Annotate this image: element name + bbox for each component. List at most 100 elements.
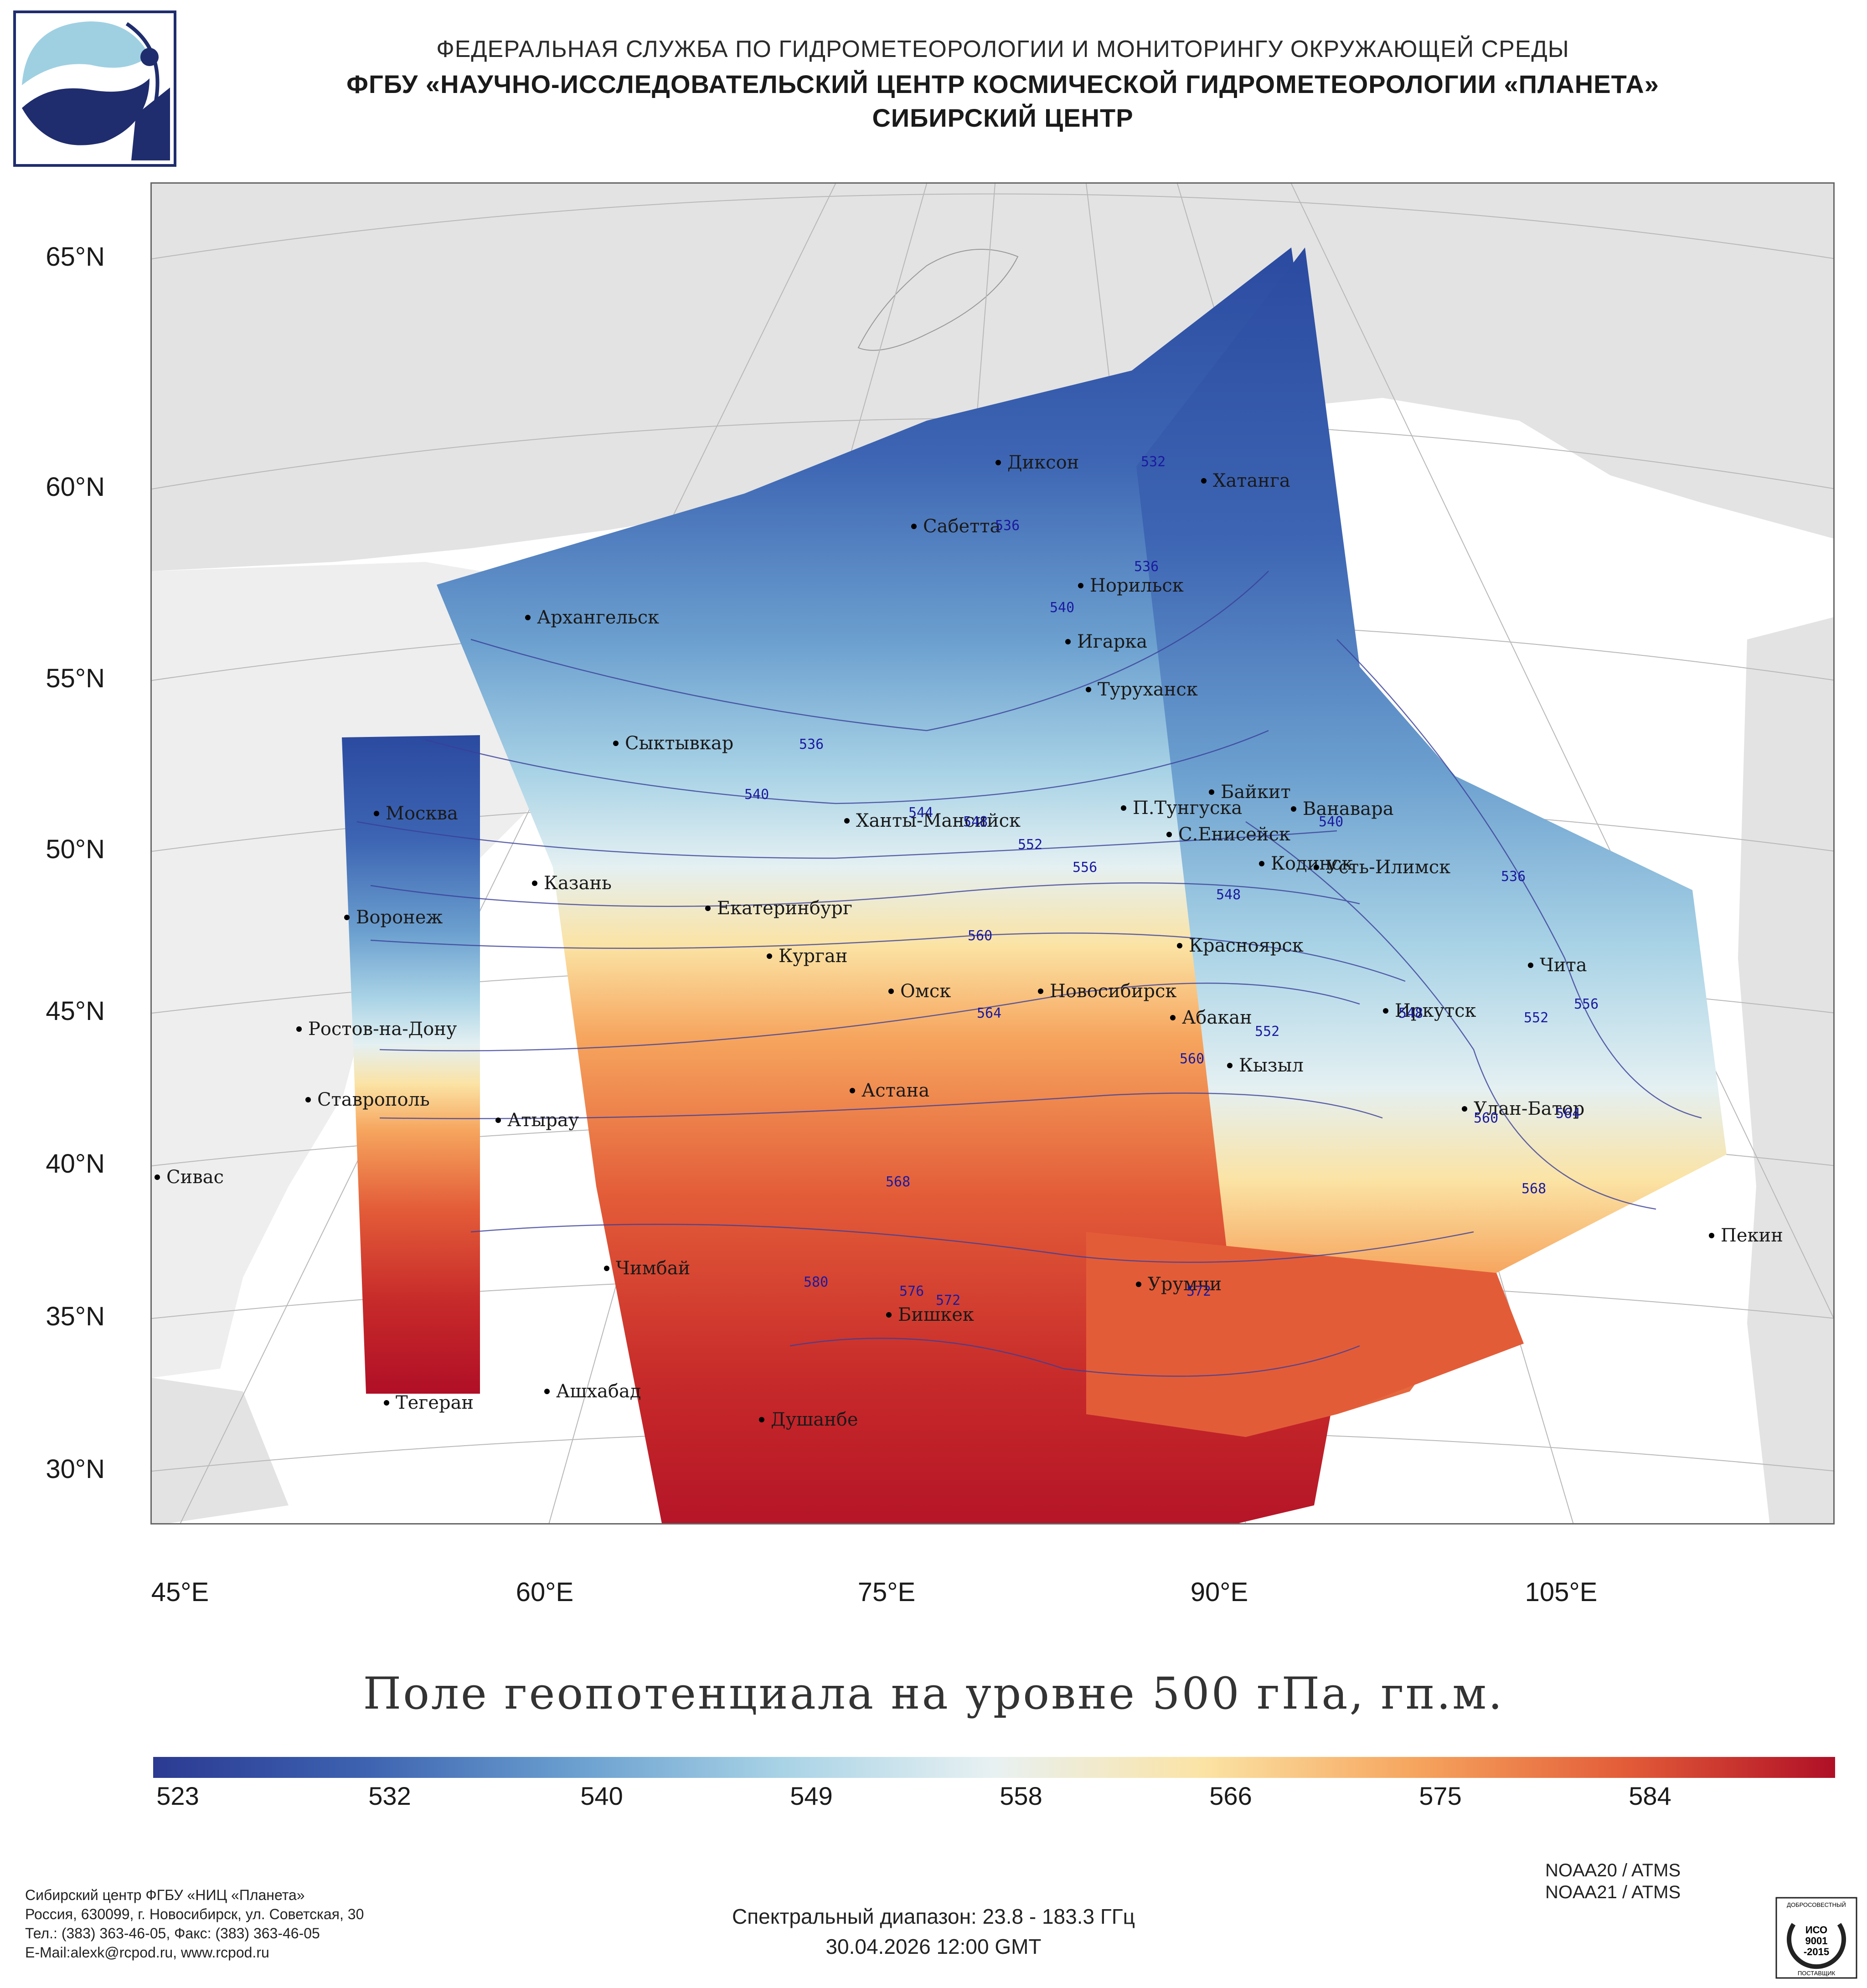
city-khatanga: Хатанга (1201, 470, 1290, 491)
svg-text:Ашхабад: Ашхабад (556, 1381, 641, 1402)
svg-text:Душанбе: Душанбе (771, 1409, 858, 1430)
svg-text:Тегеран: Тегеран (396, 1392, 474, 1413)
city-dushanbe: Душанбе (759, 1409, 858, 1430)
colorbar (153, 1757, 1835, 1778)
city-arkhangelsk: Архангельск (525, 607, 659, 628)
city-tehran: Тегеран (384, 1392, 474, 1413)
lat-label-45: 45°N (46, 996, 105, 1026)
isoline-labels: 532 536 536 540 536 540 544 548 552 556 … (744, 454, 1599, 1308)
spectral-range: Спектральный диапазон: 23.8 - 183.3 ГГц (732, 1905, 1135, 1928)
city-ulan-bator: Улан-Батор (1462, 1098, 1584, 1119)
observation-datetime: 30.04.2026 12:00 GMT (825, 1935, 1042, 1958)
svg-text:568: 568 (1521, 1181, 1546, 1197)
svg-text:Абакан: Абакан (1182, 1007, 1252, 1028)
svg-text:Красноярск: Красноярск (1189, 935, 1304, 956)
planeta-logo (13, 10, 176, 167)
svg-text:Ванавара: Ванавара (1303, 798, 1394, 819)
svg-text:548: 548 (1398, 1005, 1423, 1021)
svg-text:П.Тунгуска: П.Тунгуска (1133, 798, 1242, 819)
svg-text:Иркутск: Иркутск (1395, 1000, 1476, 1021)
svg-text:Сивас: Сивас (166, 1167, 224, 1188)
city-kurgan: Курган (767, 946, 848, 967)
svg-text:Хатанга: Хатанга (1213, 470, 1290, 491)
city-omsk: Омск (888, 981, 951, 1002)
satellite-swath-west (342, 735, 480, 1394)
svg-text:ДОБРОСОВЕСТНЫЙ: ДОБРОСОВЕСТНЫЙ (1787, 1901, 1846, 1908)
land-west (152, 562, 608, 1378)
city-norilsk: Норильск (1078, 575, 1184, 596)
city-krasnoyarsk: Красноярск (1177, 935, 1304, 956)
svg-text:532: 532 (1141, 454, 1166, 470)
land-east (1738, 617, 1833, 1523)
svg-text:Чита: Чита (1540, 955, 1587, 976)
svg-text:Бишкек: Бишкек (898, 1304, 974, 1325)
svg-text:С.Енисейск: С.Енисейск (1178, 824, 1290, 845)
satellite-noaa21: NOAA21 / ATMS (1545, 1882, 1681, 1902)
svg-text:Сыктывкар: Сыктывкар (625, 733, 733, 754)
lat-label-30: 30°N (46, 1454, 105, 1484)
city-atyrau: Атырау (495, 1110, 579, 1131)
satellite-swath-east (1136, 247, 1727, 1414)
city-syktyvkar: Сыктывкар (613, 733, 733, 754)
svg-text:536: 536 (1134, 559, 1159, 575)
org-line-federal-service: ФЕДЕРАЛЬНАЯ СЛУЖБА ПО ГИДРОМЕТЕОРОЛОГИИ … (436, 36, 1569, 62)
svg-text:548: 548 (963, 814, 988, 830)
svg-text:560: 560 (1474, 1110, 1498, 1126)
city-khanty-mansiysk: Ханты-Мансийск (844, 810, 1021, 831)
colorbar-label-523: 523 (156, 1782, 199, 1810)
svg-text:556: 556 (1073, 860, 1097, 876)
colorbar-label-566: 566 (1209, 1782, 1252, 1810)
city-vanavara: Ванавара (1291, 798, 1394, 819)
svg-text:540: 540 (744, 787, 769, 803)
colorbar-label-584: 584 (1629, 1782, 1671, 1810)
svg-text:560: 560 (968, 928, 992, 944)
iso-certification-badge: ДОБРОСОВЕСТНЫЙ ИСО 9001 -2015 ПОСТАВЩИК (1775, 1897, 1857, 1979)
svg-text:Ростов-на-Дону: Ростов-на-Дону (308, 1019, 457, 1040)
svg-text:Диксон: Диксон (1007, 452, 1079, 473)
city-p-tunguska: П.Тунгуска (1121, 798, 1242, 819)
svg-text:Омск: Омск (900, 981, 951, 1002)
isoline-paths (356, 571, 1702, 1377)
svg-text:536: 536 (1501, 869, 1526, 885)
city-kazan: Казань (532, 873, 612, 894)
lon-label-105: 105°E (1525, 1577, 1598, 1607)
svg-text:572: 572 (936, 1293, 960, 1308)
city-ashkhabad: Ашхабад (544, 1381, 641, 1402)
svg-text:540: 540 (1050, 600, 1074, 616)
city-irkutsk: Иркутск (1383, 1000, 1476, 1021)
city-voronezh: Воронеж (344, 907, 443, 928)
city-novosibirsk: Новосибирск (1038, 981, 1176, 1002)
svg-text:-2015: -2015 (1804, 1946, 1829, 1957)
land-novaya-zemlya (857, 249, 1019, 351)
city-s-eniseysk: С.Енисейск (1166, 824, 1290, 845)
svg-text:Москва: Москва (386, 803, 458, 824)
colorbar-label-540: 540 (580, 1782, 623, 1810)
city-moscow: Москва (374, 803, 458, 824)
svg-text:548: 548 (1216, 887, 1241, 903)
svg-text:544: 544 (908, 805, 933, 821)
footer-address-3: Тел.: (383) 363-46-05, Факс: (383) 363-4… (25, 1925, 320, 1942)
lat-label-65: 65°N (46, 242, 105, 272)
map-frame[interactable]: Диксон Хатанга Сабетта Норильск Игарка Т… (150, 182, 1835, 1524)
svg-text:564: 564 (977, 1005, 1001, 1021)
city-astana: Астана (850, 1080, 929, 1101)
footer-address-1: Сибирский центр ФГБУ «НИЦ «Планета» (25, 1887, 305, 1903)
city-sivas: Сивас (155, 1167, 224, 1188)
org-line-research-center: ФГБУ «НАУЧНО-ИССЛЕДОВАТЕЛЬСКИЙ ЦЕНТР КОС… (346, 70, 1659, 98)
city-urumqi: Урумчи (1136, 1274, 1222, 1295)
colorbar-label-575: 575 (1419, 1782, 1462, 1810)
svg-text:Улан-Батор: Улан-Батор (1474, 1098, 1584, 1119)
city-kodinsk: Кодинск (1259, 853, 1353, 874)
svg-text:9001: 9001 (1805, 1935, 1828, 1947)
svg-text:Ханты-Мансийск: Ханты-Мансийск (856, 810, 1021, 831)
lon-label-45: 45°E (151, 1577, 209, 1607)
svg-text:540: 540 (1319, 814, 1343, 830)
svg-text:552: 552 (1524, 1010, 1548, 1026)
svg-text:576: 576 (899, 1283, 924, 1299)
city-sabetta: Сабетта (911, 516, 1001, 537)
svg-text:Усть-Илимск: Усть-Илимск (1325, 857, 1450, 878)
city-baikit: Байкит (1209, 782, 1291, 803)
geopotential-map[interactable]: Диксон Хатанга Сабетта Норильск Игарка Т… (152, 184, 1835, 1524)
svg-text:564: 564 (1556, 1106, 1580, 1122)
svg-text:Игарка: Игарка (1077, 631, 1147, 652)
